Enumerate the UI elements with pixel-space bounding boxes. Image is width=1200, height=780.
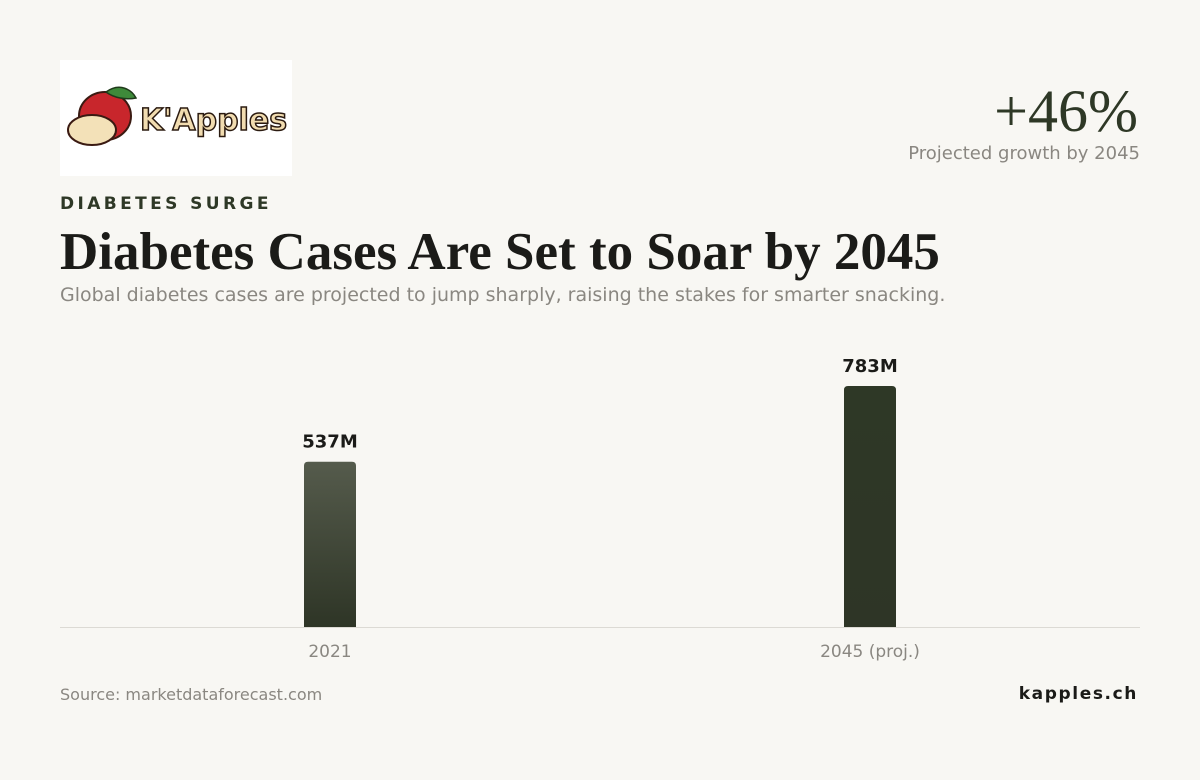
x-tick-label: 2021 <box>308 642 351 662</box>
value-label: 783M <box>842 356 898 377</box>
bar <box>304 461 356 627</box>
x-tick-label: 2045 (proj.) <box>820 642 920 662</box>
value-label: 537M <box>302 432 358 453</box>
apple-slice <box>67 114 117 146</box>
chart: 537M 2021 783M 2045 (proj.) <box>60 356 1140 662</box>
logo: K'Apples <box>60 60 292 176</box>
logo-art: K'Apples <box>67 86 288 146</box>
site-link[interactable]: kapples.ch <box>1018 684 1138 704</box>
kpi-value: +46% <box>994 78 1138 144</box>
logo-text: K'Apples <box>140 103 287 138</box>
eyebrow: DIABETES SURGE <box>60 194 272 214</box>
chart-subtitle: Global diabetes cases are projected to j… <box>60 284 946 306</box>
leaf <box>104 86 138 100</box>
bar <box>844 386 896 627</box>
kpi-label: Projected growth by 2045 <box>908 143 1140 164</box>
source: Source: marketdataforecast.com <box>60 685 323 704</box>
chart-title: Diabetes Cases Are Set to Soar by 2045 <box>60 223 940 281</box>
